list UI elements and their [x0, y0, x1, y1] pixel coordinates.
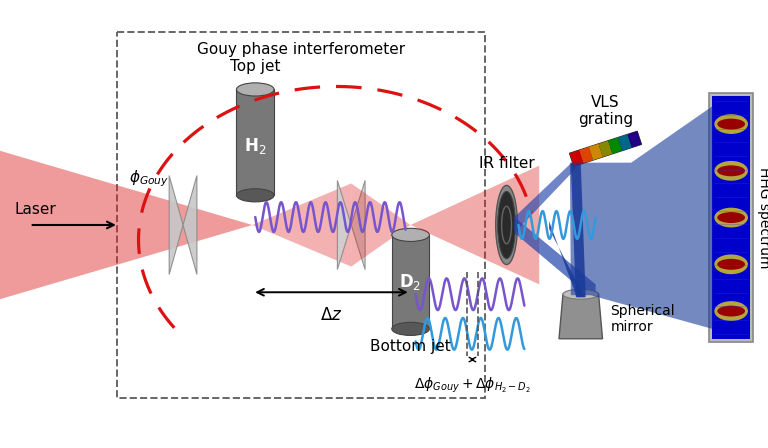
- Polygon shape: [549, 221, 584, 297]
- Polygon shape: [515, 159, 576, 233]
- Ellipse shape: [714, 114, 748, 134]
- Ellipse shape: [714, 301, 748, 321]
- Ellipse shape: [392, 322, 429, 336]
- Bar: [570, 150, 584, 166]
- Polygon shape: [570, 106, 713, 329]
- Bar: [570, 131, 641, 166]
- Polygon shape: [411, 166, 539, 284]
- Text: Bottom jet: Bottom jet: [370, 339, 451, 354]
- Ellipse shape: [717, 119, 745, 129]
- Bar: [579, 147, 593, 163]
- Ellipse shape: [237, 83, 274, 96]
- Polygon shape: [0, 151, 253, 299]
- Ellipse shape: [714, 254, 748, 274]
- Polygon shape: [183, 176, 197, 275]
- Ellipse shape: [237, 189, 274, 202]
- Text: Gouy phase interferometer: Gouy phase interferometer: [197, 43, 405, 57]
- Bar: [627, 131, 641, 147]
- Bar: [117, 32, 485, 398]
- Text: HHG spectrum: HHG spectrum: [756, 167, 768, 268]
- Bar: [713, 96, 750, 339]
- Ellipse shape: [717, 165, 745, 176]
- Text: $\Delta\phi_{Gouy} + \Delta\phi_{H_2-D_2}$: $\Delta\phi_{Gouy} + \Delta\phi_{H_2-D_2…: [414, 375, 531, 395]
- Bar: [598, 141, 612, 157]
- Text: Top jet: Top jet: [230, 59, 280, 73]
- Bar: [710, 93, 753, 342]
- Ellipse shape: [714, 208, 748, 228]
- Polygon shape: [571, 164, 586, 297]
- Ellipse shape: [495, 185, 518, 265]
- Polygon shape: [351, 181, 365, 270]
- Polygon shape: [515, 217, 596, 301]
- Ellipse shape: [717, 212, 745, 223]
- Text: $\Delta z$: $\Delta z$: [320, 306, 343, 324]
- Polygon shape: [351, 183, 411, 267]
- Bar: [392, 235, 429, 329]
- Bar: [608, 138, 622, 154]
- Text: Laser: Laser: [15, 202, 57, 217]
- Text: $\phi_{Gouy}$: $\phi_{Gouy}$: [128, 168, 169, 189]
- Ellipse shape: [498, 191, 515, 258]
- Bar: [589, 144, 603, 160]
- Bar: [618, 134, 632, 151]
- Bar: [237, 90, 274, 195]
- Text: IR filter: IR filter: [478, 155, 535, 171]
- Text: VLS
grating: VLS grating: [578, 95, 633, 127]
- Ellipse shape: [717, 259, 745, 270]
- Text: H$_2$: H$_2$: [244, 136, 266, 156]
- Ellipse shape: [392, 228, 429, 241]
- Ellipse shape: [563, 289, 598, 299]
- Ellipse shape: [717, 306, 745, 316]
- Text: D$_2$: D$_2$: [399, 272, 422, 293]
- Text: Spherical
mirror: Spherical mirror: [611, 304, 675, 334]
- Polygon shape: [337, 181, 351, 270]
- Polygon shape: [169, 176, 183, 275]
- Polygon shape: [559, 294, 603, 339]
- Polygon shape: [253, 183, 351, 267]
- Ellipse shape: [714, 161, 748, 181]
